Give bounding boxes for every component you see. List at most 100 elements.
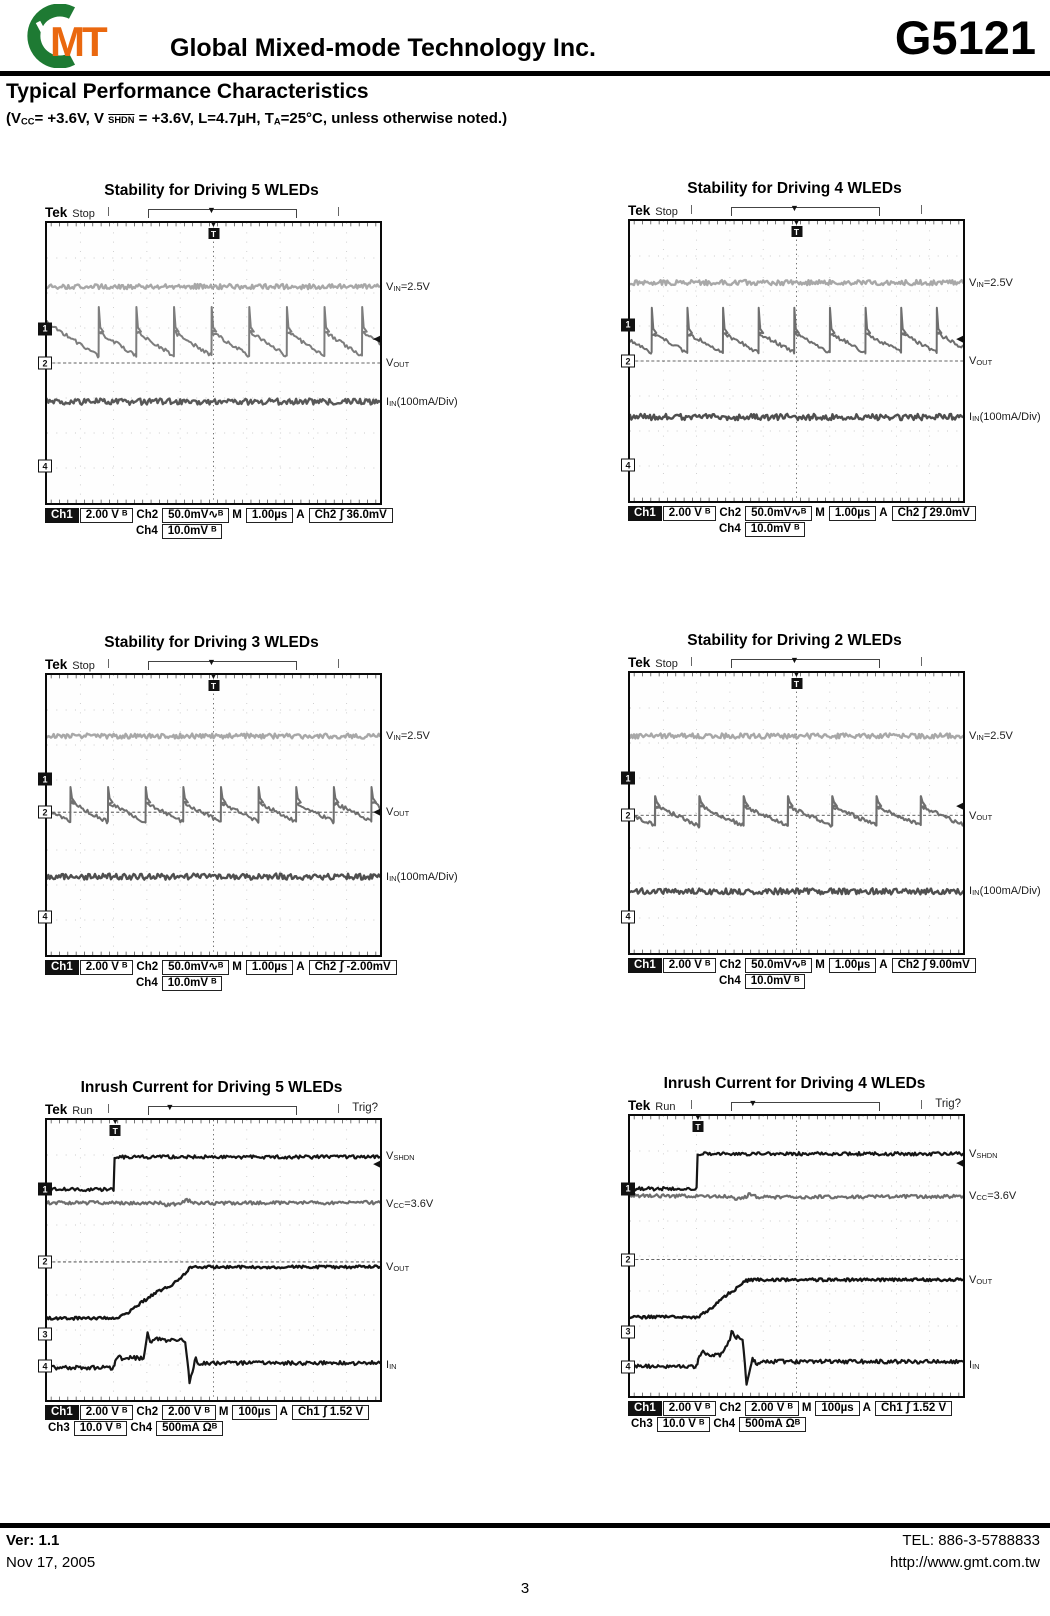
trace-label-pre: V xyxy=(969,1189,977,1202)
readout-cell: 50.0mV∿ᴮ xyxy=(162,507,230,523)
tekbar-tick xyxy=(338,1104,340,1113)
doc-date: Nov 17, 2005 xyxy=(6,1554,96,1571)
trace-label-pre: V xyxy=(969,1273,977,1286)
readout-row: Ch1 2.00 V ᴮ Ch2 50.0mV∿ᴮ M 1.00µs A Ch2 ʃ 9.00… xyxy=(628,957,1042,973)
cond-seg: = +3.6V, V xyxy=(34,110,109,127)
trace-label-sub: IN xyxy=(972,888,980,898)
waveform-plot xyxy=(630,221,963,501)
acquisition-mode-label: Run xyxy=(72,1105,93,1117)
trace-label: VIN=2.5V xyxy=(969,277,1013,289)
trigger-level-arrow-icon: ◀ xyxy=(956,800,963,811)
channel-marker-2: 2 xyxy=(621,808,635,822)
gmt-logo: MT xyxy=(27,4,111,68)
oscilloscope-figure: Stability for Driving 5 WLEDs Tek Stop ▼ … xyxy=(29,182,459,539)
logo-mt-text: MT xyxy=(50,18,108,65)
waveform-trace xyxy=(630,306,963,355)
waveform-trace xyxy=(630,412,963,422)
readout-cell: 10.0mV ᴮ xyxy=(744,973,806,989)
trace-label-pre: I xyxy=(969,1359,973,1372)
scope-readouts: Ch1 2.00 V ᴮ Ch2 50.0mV∿ᴮ M 1.00µs A Ch2 ʃ -2.0… xyxy=(45,959,459,991)
trace-label: VSHDN xyxy=(386,1150,415,1162)
logo-green-notch xyxy=(35,20,63,55)
trace-label-post: =3.6V xyxy=(404,1198,434,1210)
footer-rule xyxy=(0,1523,1050,1528)
readout-cell: Ch1 xyxy=(628,957,662,973)
waveform-trace xyxy=(630,278,963,287)
readout-cell: A xyxy=(296,508,305,521)
trace-label-pre: V xyxy=(386,1261,394,1273)
trace-label: VOUT xyxy=(969,810,992,822)
readout-cell: Ch4 xyxy=(130,1421,153,1434)
trigger-flag-icon: T xyxy=(791,678,802,689)
waveform-plot xyxy=(630,1116,963,1396)
trace-label-sub: IN xyxy=(389,1361,397,1371)
waveform-trace xyxy=(47,1197,380,1208)
trace-label: VSHDN xyxy=(969,1148,998,1160)
readout-cell: 10.0mV ᴮ xyxy=(161,523,223,539)
tekbar-tick xyxy=(338,207,340,216)
readout-cell: 2.00 V ᴮ xyxy=(745,1400,799,1416)
logo-green-swoosh xyxy=(27,4,76,68)
channel-marker-2: 2 xyxy=(621,1253,635,1267)
readout-cell: 500mA Ωᴮ xyxy=(739,1416,807,1432)
readout-cell: 2.00 V ᴮ xyxy=(79,959,134,975)
readout-cell: Ch2 ʃ 36.0mV xyxy=(308,507,393,523)
acquisition-mode-label: Stop xyxy=(655,206,678,218)
readout-cell: Ch1 xyxy=(628,1400,662,1416)
doc-version: Ver: 1.1 xyxy=(6,1532,60,1549)
oscilloscope-figure: Inrush Current for Driving 4 WLEDs Tek Ru… xyxy=(612,1075,1042,1432)
trace-label-sub: IN xyxy=(976,279,984,289)
readout-cell: Ch4 xyxy=(136,524,158,537)
channel-marker-2: 2 xyxy=(38,1255,52,1269)
readout-row: Ch4 10.0mV ᴮ xyxy=(716,521,1042,537)
trace-label-sub: OUT xyxy=(976,357,993,367)
trace-label-sub: IN xyxy=(393,283,401,293)
trigger-level-arrow-icon: ◀ xyxy=(956,1157,963,1168)
trig-status-label: Trig? xyxy=(352,1102,378,1114)
channel-marker-2: 2 xyxy=(621,354,635,368)
trace-label: VOUT xyxy=(969,355,992,367)
readout-cell: A xyxy=(879,506,888,519)
readout-cell: A xyxy=(879,958,888,971)
readout-cell: Ch2 xyxy=(136,960,159,973)
readout-row: Ch3 10.0 V ᴮ Ch4 500mA Ωᴮ xyxy=(45,1420,459,1436)
trace-label-post: =2.5V xyxy=(400,280,430,293)
trigger-top-arrow-icon: ▼ xyxy=(209,671,218,681)
trigger-level-arrow-icon: ◀ xyxy=(373,1158,380,1169)
record-view-bracket xyxy=(148,209,297,218)
waveform-trace xyxy=(47,786,380,825)
scope-readouts: Ch1 2.00 V ᴮ Ch2 2.00 V ᴮ M 100µs A Ch1 ʃ 1.52 … xyxy=(45,1404,459,1436)
readout-cell: Ch4 xyxy=(136,976,158,989)
trace-label-sub: OUT xyxy=(393,809,410,819)
readout-row: Ch4 10.0mV ᴮ xyxy=(133,975,459,991)
trace-label-sub: OUT xyxy=(393,359,410,369)
readout-cell: 1.00µs xyxy=(245,507,294,523)
readout-cell: Ch3 xyxy=(48,1421,70,1434)
trace-label-post: (100mA/Div) xyxy=(396,395,458,408)
readout-cell: M xyxy=(218,1405,229,1418)
figure-title: Stability for Driving 2 WLEDs xyxy=(687,632,902,649)
readout-cell: Ch3 xyxy=(631,1417,653,1430)
acquisition-mode-label: Run xyxy=(655,1101,676,1113)
tekbar-tick xyxy=(691,657,693,666)
readout-cell: 2.00 V ᴮ xyxy=(79,1404,134,1420)
figure-title: Inrush Current for Driving 5 WLEDs xyxy=(80,1079,343,1096)
channel-marker-2: 2 xyxy=(38,805,52,819)
company-name: Global Mixed-mode Technology Inc. xyxy=(170,34,596,62)
readout-cell: Ch1 xyxy=(45,959,79,975)
readout-row: Ch4 10.0mV ᴮ xyxy=(716,973,1042,989)
scope-graticule: ▼ T ◀ 1 2 4 VIN=2.5V VOUT IIN(100mA/Div) xyxy=(621,669,1041,955)
channel-marker-1: 1 xyxy=(621,771,635,785)
oscilloscope-figure: Inrush Current for Driving 5 WLEDs Tek Ru… xyxy=(29,1079,459,1436)
trigger-top-arrow-icon: ▼ xyxy=(693,1112,703,1122)
record-view-bracket xyxy=(148,1106,297,1115)
cond-sub-shdn-overline: SHDN xyxy=(108,115,135,125)
waveform-trace xyxy=(630,1277,963,1320)
section-title: Typical Performance Characteristics xyxy=(6,80,369,103)
readout-cell: Ch2 xyxy=(719,1401,742,1414)
waveform-trace xyxy=(630,732,963,740)
waveform-trace xyxy=(47,306,380,359)
trace-label-sub: IN xyxy=(976,732,984,742)
readout-cell: 10.0mV ᴮ xyxy=(744,521,806,537)
trace-label-pre: I xyxy=(969,411,973,423)
